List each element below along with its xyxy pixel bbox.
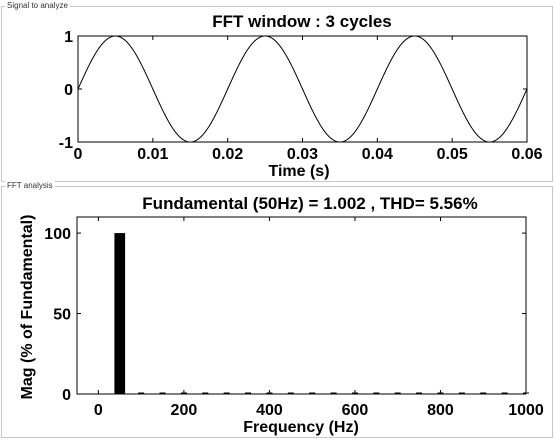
signal-x-tick-label: 0.06 [511,146,542,163]
signal-x-tick-label: 0.04 [362,146,393,163]
fft-x-tick-label: 800 [427,402,454,419]
fft-axes-box [76,216,527,395]
fft-panel-label: FFT analysis [5,181,55,191]
signal-y-tick-label: 0 [64,82,73,99]
signal-panel: Signal to analyze [1,1,553,182]
fft-x-tick-label: 200 [171,402,198,419]
signal-x-tick-label: 0.05 [437,146,468,163]
fft-x-tick-label: 600 [342,402,369,419]
fft-x-tick-label: 0 [94,402,103,419]
fft-x-tick-label: 1000 [508,402,544,419]
signal-x-axis-label: Time (s) [268,163,329,180]
signal-chart: FFT window : 3 cycles 0 0.01 0.02 0.03 0.04 0… [59,12,543,180]
signal-ticks: 0 0.01 0.02 0.03 0.04 0.05 0.06-101 [59,29,543,163]
signal-y-tick-label: -1 [59,135,73,152]
fft-y-axis-label: Mag (% of Fundamental) [19,215,36,400]
signal-x-tick-label: 0.02 [212,146,243,163]
signal-panel-label: Signal to analyze [5,1,70,11]
fft-bar [114,233,126,394]
signal-x-tick-label: 0.03 [287,146,318,163]
signal-series-line [77,35,528,143]
fft-y-tick-label: 0 [62,387,71,404]
signal-chart-title: FFT window : 3 cycles [212,12,391,31]
fft-y-tick-label: 100 [44,226,71,243]
fft-x-axis-label: Frequency (Hz) [243,419,359,436]
fft-chart-title: Fundamental (50Hz) = 1.002 , THD= 5.56% [142,194,477,213]
signal-x-tick-label: 0 [74,146,83,163]
signal-y-tick-label: 1 [64,29,73,46]
fft-bars [114,233,529,394]
fft-panel: FFT analysis [1,181,553,438]
fft-x-tick-label: 400 [256,402,283,419]
fft-ticks: 0 200 400 600 800 1000 0 50 100 [44,217,544,419]
signal-x-tick-label: 0.01 [137,146,168,163]
fft-chart: Fundamental (50Hz) = 1.002 , THD= 5.56% … [19,194,544,436]
fft-y-tick-label: 50 [53,307,71,324]
